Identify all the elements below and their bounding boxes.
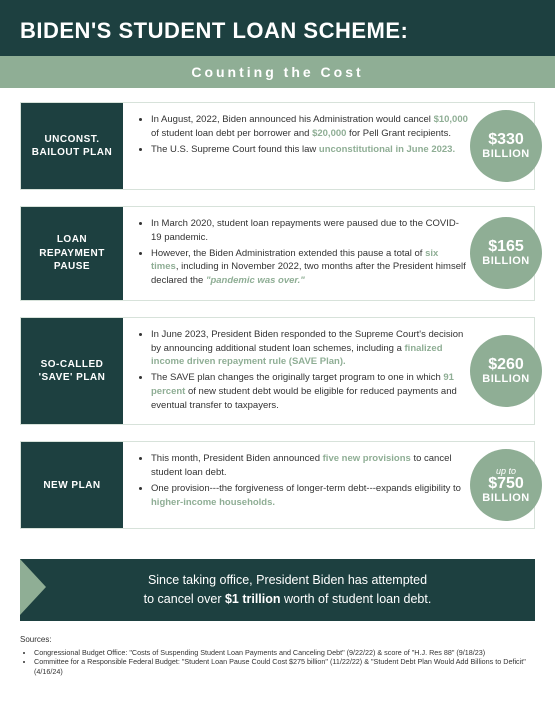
- sources: Sources: Congressional Budget Office: "C…: [0, 631, 555, 677]
- card-label: NEW PLAN: [21, 442, 123, 528]
- source-item: Committee for a Responsible Federal Budg…: [34, 657, 535, 676]
- banner-line2b: worth of student loan debt.: [281, 592, 432, 606]
- badge-amount: $260: [488, 357, 524, 374]
- badge-unit: BILLION: [482, 149, 530, 161]
- card-label: SO-CALLED 'SAVE' PLAN: [21, 318, 123, 425]
- bullet: This month, President Biden announced fi…: [151, 452, 468, 480]
- banner-strong: $1 trillion: [225, 592, 281, 606]
- cards-container: UNCONST. BAILOUT PLAN In August, 2022, B…: [0, 88, 555, 553]
- card-bailout: UNCONST. BAILOUT PLAN In August, 2022, B…: [20, 102, 535, 190]
- badge-unit: BILLION: [482, 374, 530, 386]
- card-pause: LOAN REPAYMENT PAUSE In March 2020, stud…: [20, 206, 535, 301]
- bullet: The U.S. Supreme Court found this law un…: [151, 143, 468, 157]
- bullet: One provision---the forgiveness of longe…: [151, 482, 468, 510]
- banner-line2a: to cancel over: [144, 592, 225, 606]
- bullet: In March 2020, student loan repayments w…: [151, 217, 468, 245]
- bullet: However, the Biden Administration extend…: [151, 247, 468, 288]
- header: BIDEN'S STUDENT LOAN SCHEME:: [0, 0, 555, 56]
- subtitle-bar: Counting the Cost: [0, 56, 555, 88]
- badge-amount: $165: [488, 239, 524, 256]
- bullet: In June 2023, President Biden responded …: [151, 328, 468, 369]
- page-title: BIDEN'S STUDENT LOAN SCHEME:: [20, 18, 535, 44]
- cost-badge: $260 BILLION: [470, 335, 542, 407]
- card-save: SO-CALLED 'SAVE' PLAN In June 2023, Pres…: [20, 317, 535, 426]
- arrow-icon: [20, 559, 46, 615]
- badge-amount: $750: [488, 476, 524, 493]
- banner-line1: Since taking office, President Biden has…: [148, 573, 427, 587]
- card-label: LOAN REPAYMENT PAUSE: [21, 207, 123, 300]
- badge-unit: BILLION: [482, 256, 530, 268]
- badge-amount: $330: [488, 132, 524, 149]
- cost-badge: $165 BILLION: [470, 217, 542, 289]
- bullet: In August, 2022, Biden announced his Adm…: [151, 113, 468, 141]
- card-new: NEW PLAN This month, President Biden ann…: [20, 441, 535, 529]
- cost-badge: up to $750 BILLION: [470, 449, 542, 521]
- card-label: UNCONST. BAILOUT PLAN: [21, 103, 123, 189]
- badge-unit: BILLION: [482, 493, 530, 505]
- summary-banner: Since taking office, President Biden has…: [20, 559, 535, 621]
- bullet: The SAVE plan changes the originally tar…: [151, 371, 468, 412]
- cost-badge: $330 BILLION: [470, 110, 542, 182]
- sources-title: Sources:: [20, 635, 535, 646]
- source-item: Congressional Budget Office: "Costs of S…: [34, 648, 535, 658]
